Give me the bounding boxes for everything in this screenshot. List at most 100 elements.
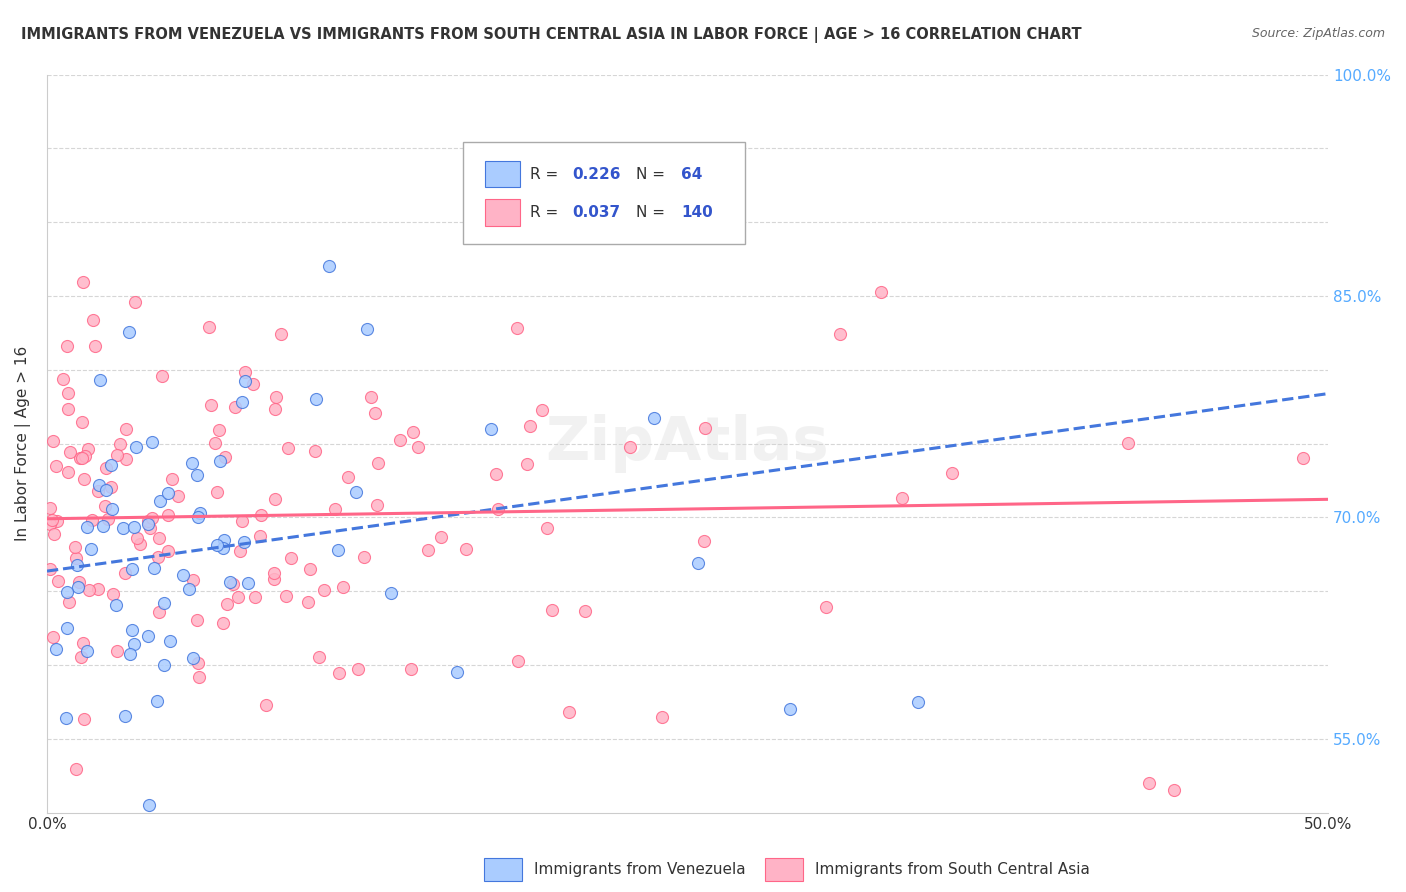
Point bbox=[941, 466, 963, 480]
Point bbox=[73, 712, 96, 726]
Point bbox=[1163, 783, 1185, 797]
Point bbox=[156, 543, 179, 558]
Point bbox=[115, 422, 138, 436]
Point bbox=[65, 551, 87, 566]
Point bbox=[688, 556, 710, 570]
Point bbox=[172, 568, 194, 582]
Point bbox=[118, 325, 141, 339]
Point bbox=[89, 373, 111, 387]
Point bbox=[233, 365, 256, 379]
Point bbox=[479, 421, 502, 435]
Point bbox=[101, 587, 124, 601]
Point bbox=[430, 530, 453, 544]
Point bbox=[118, 647, 141, 661]
Point bbox=[148, 531, 170, 545]
Point bbox=[143, 560, 166, 574]
Point bbox=[353, 550, 375, 565]
Point bbox=[100, 480, 122, 494]
Point bbox=[70, 415, 93, 429]
Point bbox=[72, 275, 94, 289]
Point bbox=[139, 521, 162, 535]
Point bbox=[138, 516, 160, 531]
Point bbox=[76, 644, 98, 658]
Point bbox=[263, 572, 285, 586]
Text: R =: R = bbox=[530, 205, 562, 220]
Point bbox=[114, 709, 136, 723]
Point bbox=[125, 532, 148, 546]
Point bbox=[69, 650, 91, 665]
Point bbox=[356, 322, 378, 336]
Point bbox=[186, 613, 208, 627]
Point bbox=[366, 498, 388, 512]
Point bbox=[619, 441, 641, 455]
Point bbox=[211, 541, 233, 555]
Point bbox=[114, 566, 136, 580]
Point bbox=[508, 654, 530, 668]
Point bbox=[263, 491, 285, 506]
Point bbox=[224, 400, 246, 414]
Point bbox=[177, 582, 200, 596]
Point bbox=[380, 586, 402, 600]
Point bbox=[263, 566, 285, 581]
Point bbox=[308, 649, 330, 664]
Point bbox=[181, 651, 204, 665]
Point bbox=[46, 514, 69, 528]
Text: IMMIGRANTS FROM VENEZUELA VS IMMIGRANTS FROM SOUTH CENTRAL ASIA IN LABOR FORCE |: IMMIGRANTS FROM VENEZUELA VS IMMIGRANTS … bbox=[21, 27, 1081, 43]
Point bbox=[558, 706, 581, 720]
Point bbox=[332, 580, 354, 594]
Point bbox=[233, 534, 256, 549]
Point bbox=[205, 538, 228, 552]
Point bbox=[388, 433, 411, 447]
Point bbox=[115, 451, 138, 466]
Point bbox=[188, 670, 211, 684]
Point bbox=[146, 550, 169, 565]
Point bbox=[157, 508, 180, 522]
Point bbox=[207, 484, 229, 499]
Point bbox=[1118, 436, 1140, 450]
Point bbox=[122, 520, 145, 534]
Point bbox=[486, 502, 509, 516]
Point bbox=[264, 401, 287, 416]
Point bbox=[105, 598, 128, 612]
Point bbox=[58, 385, 80, 400]
Point bbox=[299, 562, 322, 576]
Point bbox=[141, 511, 163, 525]
Point bbox=[574, 604, 596, 618]
Point bbox=[121, 562, 143, 576]
FancyBboxPatch shape bbox=[485, 161, 520, 187]
Point bbox=[110, 437, 132, 451]
Y-axis label: In Labor Force | Age > 16: In Labor Force | Age > 16 bbox=[15, 346, 31, 541]
Point bbox=[236, 575, 259, 590]
Point bbox=[297, 595, 319, 609]
Point bbox=[254, 698, 277, 712]
Point bbox=[651, 709, 673, 723]
Point bbox=[87, 484, 110, 499]
Point bbox=[100, 501, 122, 516]
Point bbox=[56, 621, 79, 635]
Point bbox=[323, 501, 346, 516]
Point bbox=[214, 450, 236, 465]
Point bbox=[242, 376, 264, 391]
FancyBboxPatch shape bbox=[464, 143, 745, 244]
Point bbox=[66, 580, 89, 594]
Point bbox=[38, 561, 60, 575]
Point bbox=[38, 501, 60, 516]
Point bbox=[402, 425, 425, 440]
Point bbox=[204, 435, 226, 450]
Point bbox=[72, 636, 94, 650]
Point bbox=[249, 508, 271, 522]
Point bbox=[66, 558, 89, 572]
Point bbox=[86, 582, 108, 596]
Point bbox=[540, 603, 562, 617]
Point bbox=[187, 656, 209, 670]
Point bbox=[83, 339, 105, 353]
Text: N =: N = bbox=[637, 167, 671, 182]
Point bbox=[72, 451, 94, 466]
Point bbox=[159, 633, 181, 648]
Text: Immigrants from South Central Asia: Immigrants from South Central Asia bbox=[815, 863, 1091, 877]
Text: Source: ZipAtlas.com: Source: ZipAtlas.com bbox=[1251, 27, 1385, 40]
Point bbox=[59, 445, 82, 459]
Point bbox=[69, 450, 91, 465]
Point bbox=[456, 542, 478, 557]
Point bbox=[58, 465, 80, 479]
